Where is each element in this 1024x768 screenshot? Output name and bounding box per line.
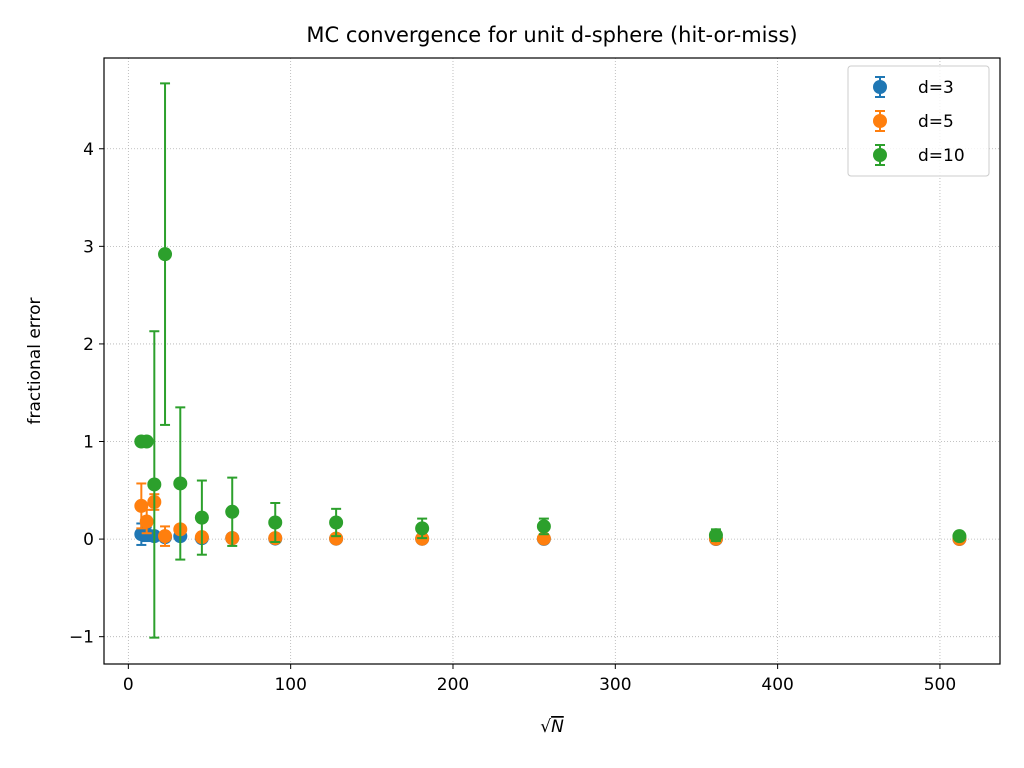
x-tick-label: 200 (437, 675, 469, 695)
x-tick-label: 400 (761, 675, 793, 695)
legend-entry: d=3 (873, 76, 954, 98)
legend-label: d=10 (918, 146, 965, 166)
data-point (415, 521, 430, 536)
data-point (173, 476, 188, 491)
y-tick-label: 3 (83, 237, 94, 257)
y-tick-label: 2 (83, 335, 94, 355)
data-series (134, 82, 967, 639)
y-tick-label: 1 (83, 433, 94, 453)
data-point (536, 519, 551, 534)
data-point (708, 528, 723, 543)
legend-marker (873, 80, 887, 94)
data-point (158, 529, 173, 544)
x-tick-label: 300 (599, 675, 631, 695)
grid-lines (104, 58, 1000, 664)
data-point (952, 529, 967, 544)
data-point (194, 510, 209, 525)
data-point (329, 531, 344, 546)
legend-entry: d=5 (873, 110, 954, 132)
y-axis-label: fractional error (25, 297, 45, 424)
chart-title: MC convergence for unit d-sphere (hit-or… (306, 23, 797, 47)
data-point (139, 514, 154, 529)
legend-label: d=3 (918, 78, 954, 98)
series-d=10 (134, 82, 967, 639)
data-point (139, 434, 154, 449)
data-point (147, 477, 162, 492)
axis-ticks: 0 100 200 300 400 500 −1 0 1 2 3 4 (69, 140, 956, 695)
data-point (134, 498, 149, 513)
legend-label: d=5 (918, 112, 954, 132)
x-tick-label: 0 (123, 675, 134, 695)
data-point (329, 515, 344, 530)
legend-marker (873, 148, 887, 162)
x-tick-label: 500 (924, 675, 956, 695)
y-tick-label: 0 (83, 530, 94, 550)
plot-frame (103, 57, 1001, 665)
x-tick-label: 100 (274, 675, 306, 695)
x-axis-label-prefix: √ (540, 717, 551, 737)
legend: d=3 d=5 d=10 (847, 65, 990, 177)
x-axis-label-var: N (551, 717, 564, 737)
data-point (158, 247, 173, 262)
legend-marker (873, 114, 887, 128)
x-axis-label: √N (540, 717, 564, 737)
legend-box (847, 65, 990, 177)
y-tick-label: 4 (83, 140, 94, 160)
legend-entry: d=10 (873, 144, 965, 166)
data-point (225, 504, 240, 519)
data-point (268, 515, 283, 530)
y-tick-label: −1 (69, 628, 94, 648)
